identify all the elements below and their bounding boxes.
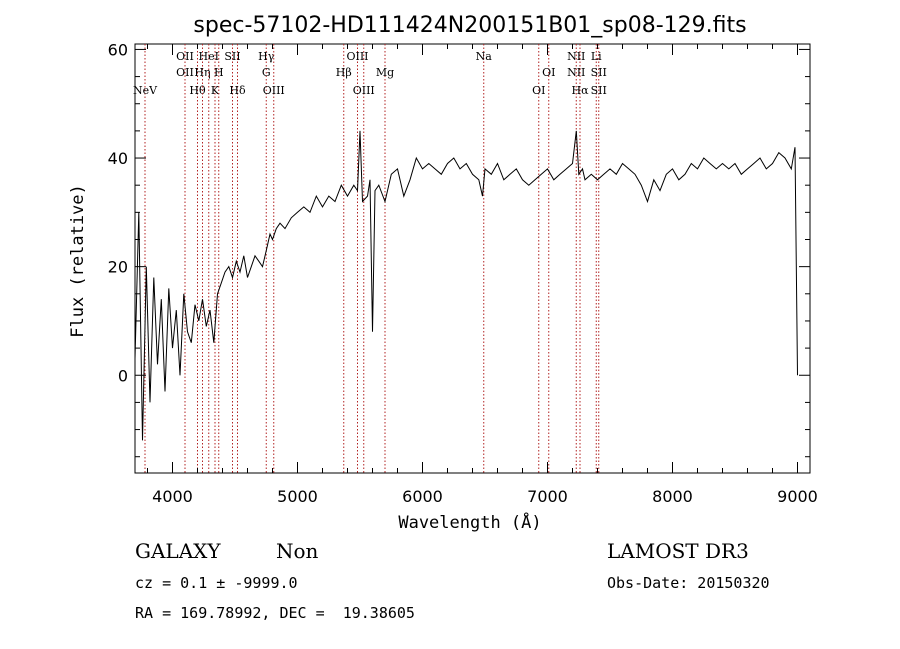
spectral-line-label: OII [176,66,194,79]
spectral-line-label: H [214,66,224,79]
spectral-line-label: HeI [199,50,219,63]
chart-title: spec-57102-HD111424N200151B01_sp08-129.f… [193,13,746,38]
plot-frame [134,43,811,474]
spectral-line-label: OI [532,84,545,97]
x-axis-label: Wavelength (Å) [398,511,541,533]
coordinates-readout: RA = 169.78992, DEC = 19.38605 [135,604,415,622]
spectral-line-label: Hδ [229,84,246,97]
spectral-line-label: NeV [133,84,158,97]
object-subclass: Non [276,539,319,563]
y-axis-label: Flux (relative) [68,184,88,338]
y-tick-label: 60 [108,40,128,59]
y-tick-label: 0 [118,366,128,385]
spectral-line-label: K [211,84,220,97]
spectral-line-label: Hγ [258,50,275,63]
observation-date: Obs-Date: 20150320 [607,574,770,592]
spectral-line-label: Hθ [189,84,206,97]
spectral-line-label: SII [591,84,607,97]
spectral-line-label: Mg [376,66,394,79]
spectral-line-label: Li [591,50,602,63]
spectral-line-label: Hα [571,84,589,97]
spectral-line-label: SII [591,66,607,79]
x-tick-label: 6000 [402,487,443,506]
plot-area: NeVOIIOIIHθHηHeIKHSIIHδHγGOIIIHβOIIIOIII… [108,40,818,506]
object-class: GALAXY [135,539,221,563]
spectral-line-label: OIII [263,84,285,97]
spectral-line-label: G [262,66,271,79]
spectral-line-label: SII [224,50,240,63]
x-tick-label: 7000 [527,487,568,506]
survey-name: LAMOST DR3 [607,539,749,563]
spectral-line-label: Hη [194,66,210,79]
spectral-line-label: NII [567,50,585,63]
redshift-readout: cz = 0.1 ± -9999.0 [135,574,298,592]
spectral-line-label: OIII [353,84,375,97]
spectral-line-label: OII [176,50,194,63]
x-tick-label: 4000 [152,487,193,506]
spectral-line-label: OIII [346,50,368,63]
spectral-line-label: NII [567,66,585,79]
x-tick-label: 5000 [277,487,318,506]
spectral-line-label: Hβ [336,66,352,79]
x-tick-label: 9000 [777,487,818,506]
y-tick-label: 40 [108,149,128,168]
y-tick-label: 20 [108,258,128,277]
spectral-line-label: OI [542,66,555,79]
spectral-line-label: Na [476,50,493,63]
x-tick-label: 8000 [652,487,693,506]
spectrum-line [134,130,798,441]
